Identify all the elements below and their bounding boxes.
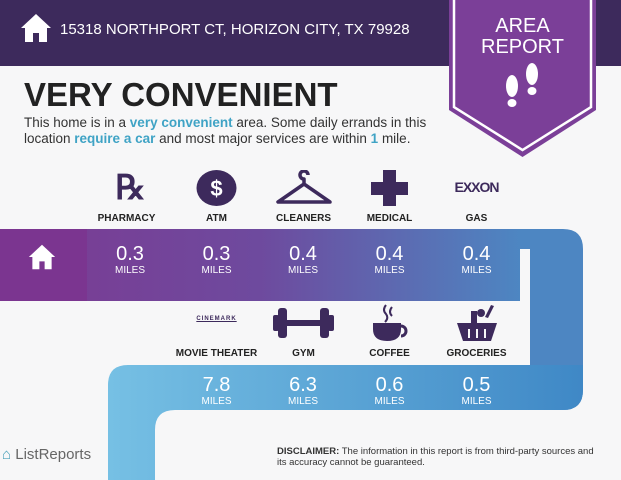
disclaimer: DISCLAIMER: The information in this repo… (277, 446, 594, 468)
dollar-icon: $ (196, 170, 237, 206)
distance-medical: 0.4 MILES (374, 243, 405, 276)
label-groceries: GROCERIES (446, 348, 507, 359)
distance-cleaners: 0.4 MILES (287, 243, 318, 276)
home-icon (21, 14, 51, 42)
distance-movie-theater: 7.8 MILES (201, 374, 232, 407)
area-report-badge (449, 0, 596, 157)
exxon-logo: EXXON (454, 179, 499, 195)
page-title: VERY CONVENIENT (24, 76, 338, 113)
listreports-logo: ⌂ ListReports (2, 446, 92, 463)
description: This home is in a very convenient area. … (24, 115, 427, 146)
coffee-icon (373, 304, 408, 341)
medical-cross-icon (371, 170, 408, 206)
distance-gym: 6.3 MILES (287, 374, 318, 407)
label-movie-theater: MOVIE THEATER (175, 348, 258, 359)
svg-text:$: $ (210, 176, 222, 201)
label-atm: ATM (206, 213, 227, 224)
dumbbell-icon (273, 308, 334, 338)
distance-coffee: 0.6 MILES (374, 374, 405, 407)
label-gas: GAS (465, 213, 488, 224)
basket-icon (457, 305, 497, 341)
address: 15318 NORTHPORT CT, HORIZON CITY, TX 799… (60, 21, 410, 38)
label-medical: MEDICAL (366, 213, 413, 224)
label-pharmacy: PHARMACY (97, 213, 156, 224)
badge-title: AREA REPORT (481, 15, 564, 58)
footprints-icon (506, 63, 538, 107)
house-logo-icon: ⌂ (2, 446, 12, 463)
home-icon (28, 244, 56, 270)
distance-pharmacy: 0.3 MILES (114, 243, 145, 276)
rx-icon: ℞ (115, 170, 146, 207)
distance-groceries: 0.5 MILES (461, 374, 492, 407)
cinemark-logo: CINEMARK (196, 316, 237, 322)
label-cleaners: CLEANERS (275, 213, 331, 224)
label-gym: GYM (292, 348, 315, 359)
hanger-icon (276, 170, 332, 204)
distance-atm: 0.3 MILES (201, 243, 232, 276)
label-coffee: COFFEE (369, 348, 410, 359)
distance-gas: 0.4 MILES (461, 243, 492, 276)
